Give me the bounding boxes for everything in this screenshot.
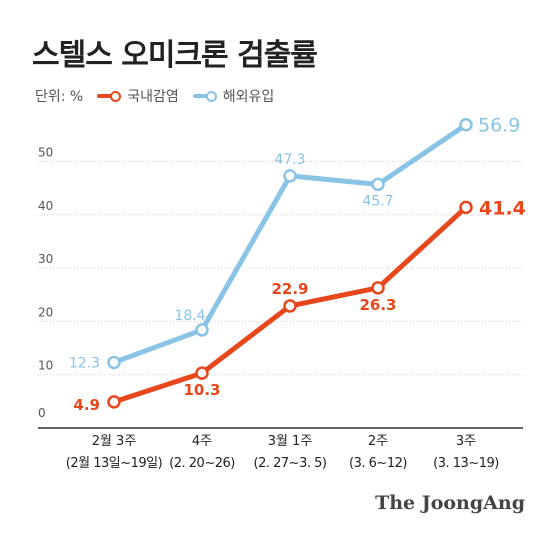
- x-tick-label: 3월 1주: [268, 434, 313, 449]
- data-label-domestic: 26.3: [359, 296, 396, 314]
- legend-item-overseas: 해외유입: [192, 86, 275, 106]
- data-point-overseas: [107, 355, 121, 370]
- x-tick-label: 2월 3주: [92, 434, 137, 449]
- data-point-domestic: [371, 281, 385, 295]
- data-label-overseas: 56.9: [478, 115, 520, 137]
- data-point-domestic: [195, 366, 209, 380]
- legend-item-domestic: 국내감염: [97, 86, 179, 106]
- chart-title: 스텔스 오미크론 검출률: [32, 38, 318, 73]
- data-point-overseas: [371, 177, 385, 192]
- x-tick-sublabel: (2. 20~26): [169, 456, 235, 471]
- data-label-overseas: 47.3: [274, 152, 305, 168]
- x-tick-sublabel: (3. 13~19): [433, 456, 499, 471]
- x-tick-sublabel: (2. 27~3. 5): [254, 456, 327, 471]
- source-logo: The JoongAng: [375, 492, 525, 514]
- data-point-overseas: [195, 323, 209, 337]
- y-tick-label: 10: [38, 359, 53, 373]
- data-point-overseas: [283, 169, 297, 183]
- y-tick-label: 40: [38, 199, 53, 213]
- data-point-domestic: [283, 299, 297, 313]
- data-point-overseas: [459, 117, 473, 132]
- x-tick-label: 3주: [456, 434, 476, 449]
- legend-swatch-domestic: [97, 90, 123, 102]
- data-label-overseas: 12.3: [69, 355, 100, 371]
- x-tick-label: 4주: [192, 434, 212, 449]
- data-point-domestic: [107, 395, 121, 409]
- data-label-domestic: 10.3: [183, 381, 220, 399]
- data-label-domestic: 41.4: [479, 197, 526, 219]
- y-tick-label: 30: [38, 252, 53, 266]
- data-label-overseas: 18.4: [174, 308, 205, 324]
- data-label-domestic: 4.9: [73, 396, 100, 414]
- data-label-overseas: 45.7: [362, 193, 393, 209]
- legend-swatch-overseas: [192, 90, 219, 102]
- data-label-domestic: 22.9: [271, 280, 308, 298]
- x-tick-sublabel: (2월 13일~19일): [66, 456, 162, 471]
- x-tick-label: 2주: [368, 434, 388, 449]
- x-tick-sublabel: (3. 6~12): [349, 456, 407, 471]
- legend: 단위: % 국내감염 해외유입: [35, 86, 274, 106]
- legend-label-overseas: 해외유입: [222, 89, 275, 105]
- y-tick-label: 50: [38, 146, 53, 160]
- data-point-domestic: [459, 200, 473, 215]
- unit-label: 단위: %: [35, 89, 84, 105]
- y-tick-label: 0: [38, 406, 46, 420]
- y-tick-label: 20: [38, 305, 53, 319]
- legend-label-domestic: 국내감염: [127, 89, 179, 105]
